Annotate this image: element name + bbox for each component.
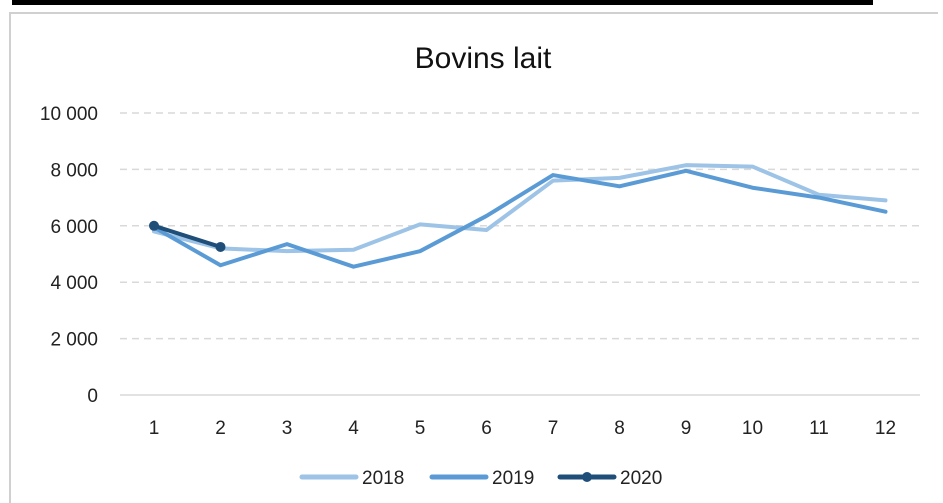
- y-tick-label: 6 000: [50, 217, 98, 238]
- series-lines: [149, 163, 888, 269]
- x-tick-label: 9: [681, 418, 692, 439]
- x-tick-label: 6: [481, 418, 492, 439]
- data-point-2020: [215, 241, 226, 252]
- y-tick-label: 0: [87, 386, 98, 407]
- y-axis-ticks: 0 2 000 4 000 6 000 8 000 10 000: [40, 104, 98, 407]
- series-line-2019: [152, 168, 888, 269]
- y-tick-label: 10 000: [40, 104, 98, 125]
- y-tick-label: 4 000: [50, 273, 98, 294]
- x-tick-label: 1: [149, 418, 160, 439]
- chart-title: Bovins lait: [415, 42, 552, 75]
- x-tick-label: 5: [415, 418, 426, 439]
- legend-label-2019: 2019: [492, 468, 534, 489]
- y-tick-label: 8 000: [50, 160, 98, 181]
- x-tick-label: 2: [215, 418, 226, 439]
- x-axis-ticks: 1 2 3 4 5 6 7 8 9 10 11 12: [149, 418, 896, 439]
- x-tick-label: 3: [282, 418, 293, 439]
- x-tick-label: 11: [809, 418, 829, 439]
- data-point-2020: [149, 220, 159, 231]
- x-tick-label: 10: [742, 418, 763, 439]
- x-tick-label: 12: [875, 418, 896, 439]
- x-tick-label: 4: [348, 418, 359, 439]
- top-black-bar: [12, 0, 873, 5]
- series-line-2018: [152, 163, 888, 254]
- legend-label-2018: 2018: [362, 468, 404, 489]
- y-tick-label: 2 000: [50, 330, 98, 351]
- x-tick-label: 8: [614, 418, 625, 439]
- legend: 2018 2019 2020: [299, 468, 662, 489]
- gridlines: [120, 112, 920, 340]
- legend-marker-2020: [582, 472, 592, 482]
- x-tick-label: 7: [548, 418, 559, 439]
- series-line-2020: [152, 223, 223, 249]
- legend-label-2020: 2020: [620, 468, 662, 489]
- chart-frame: [9, 12, 938, 503]
